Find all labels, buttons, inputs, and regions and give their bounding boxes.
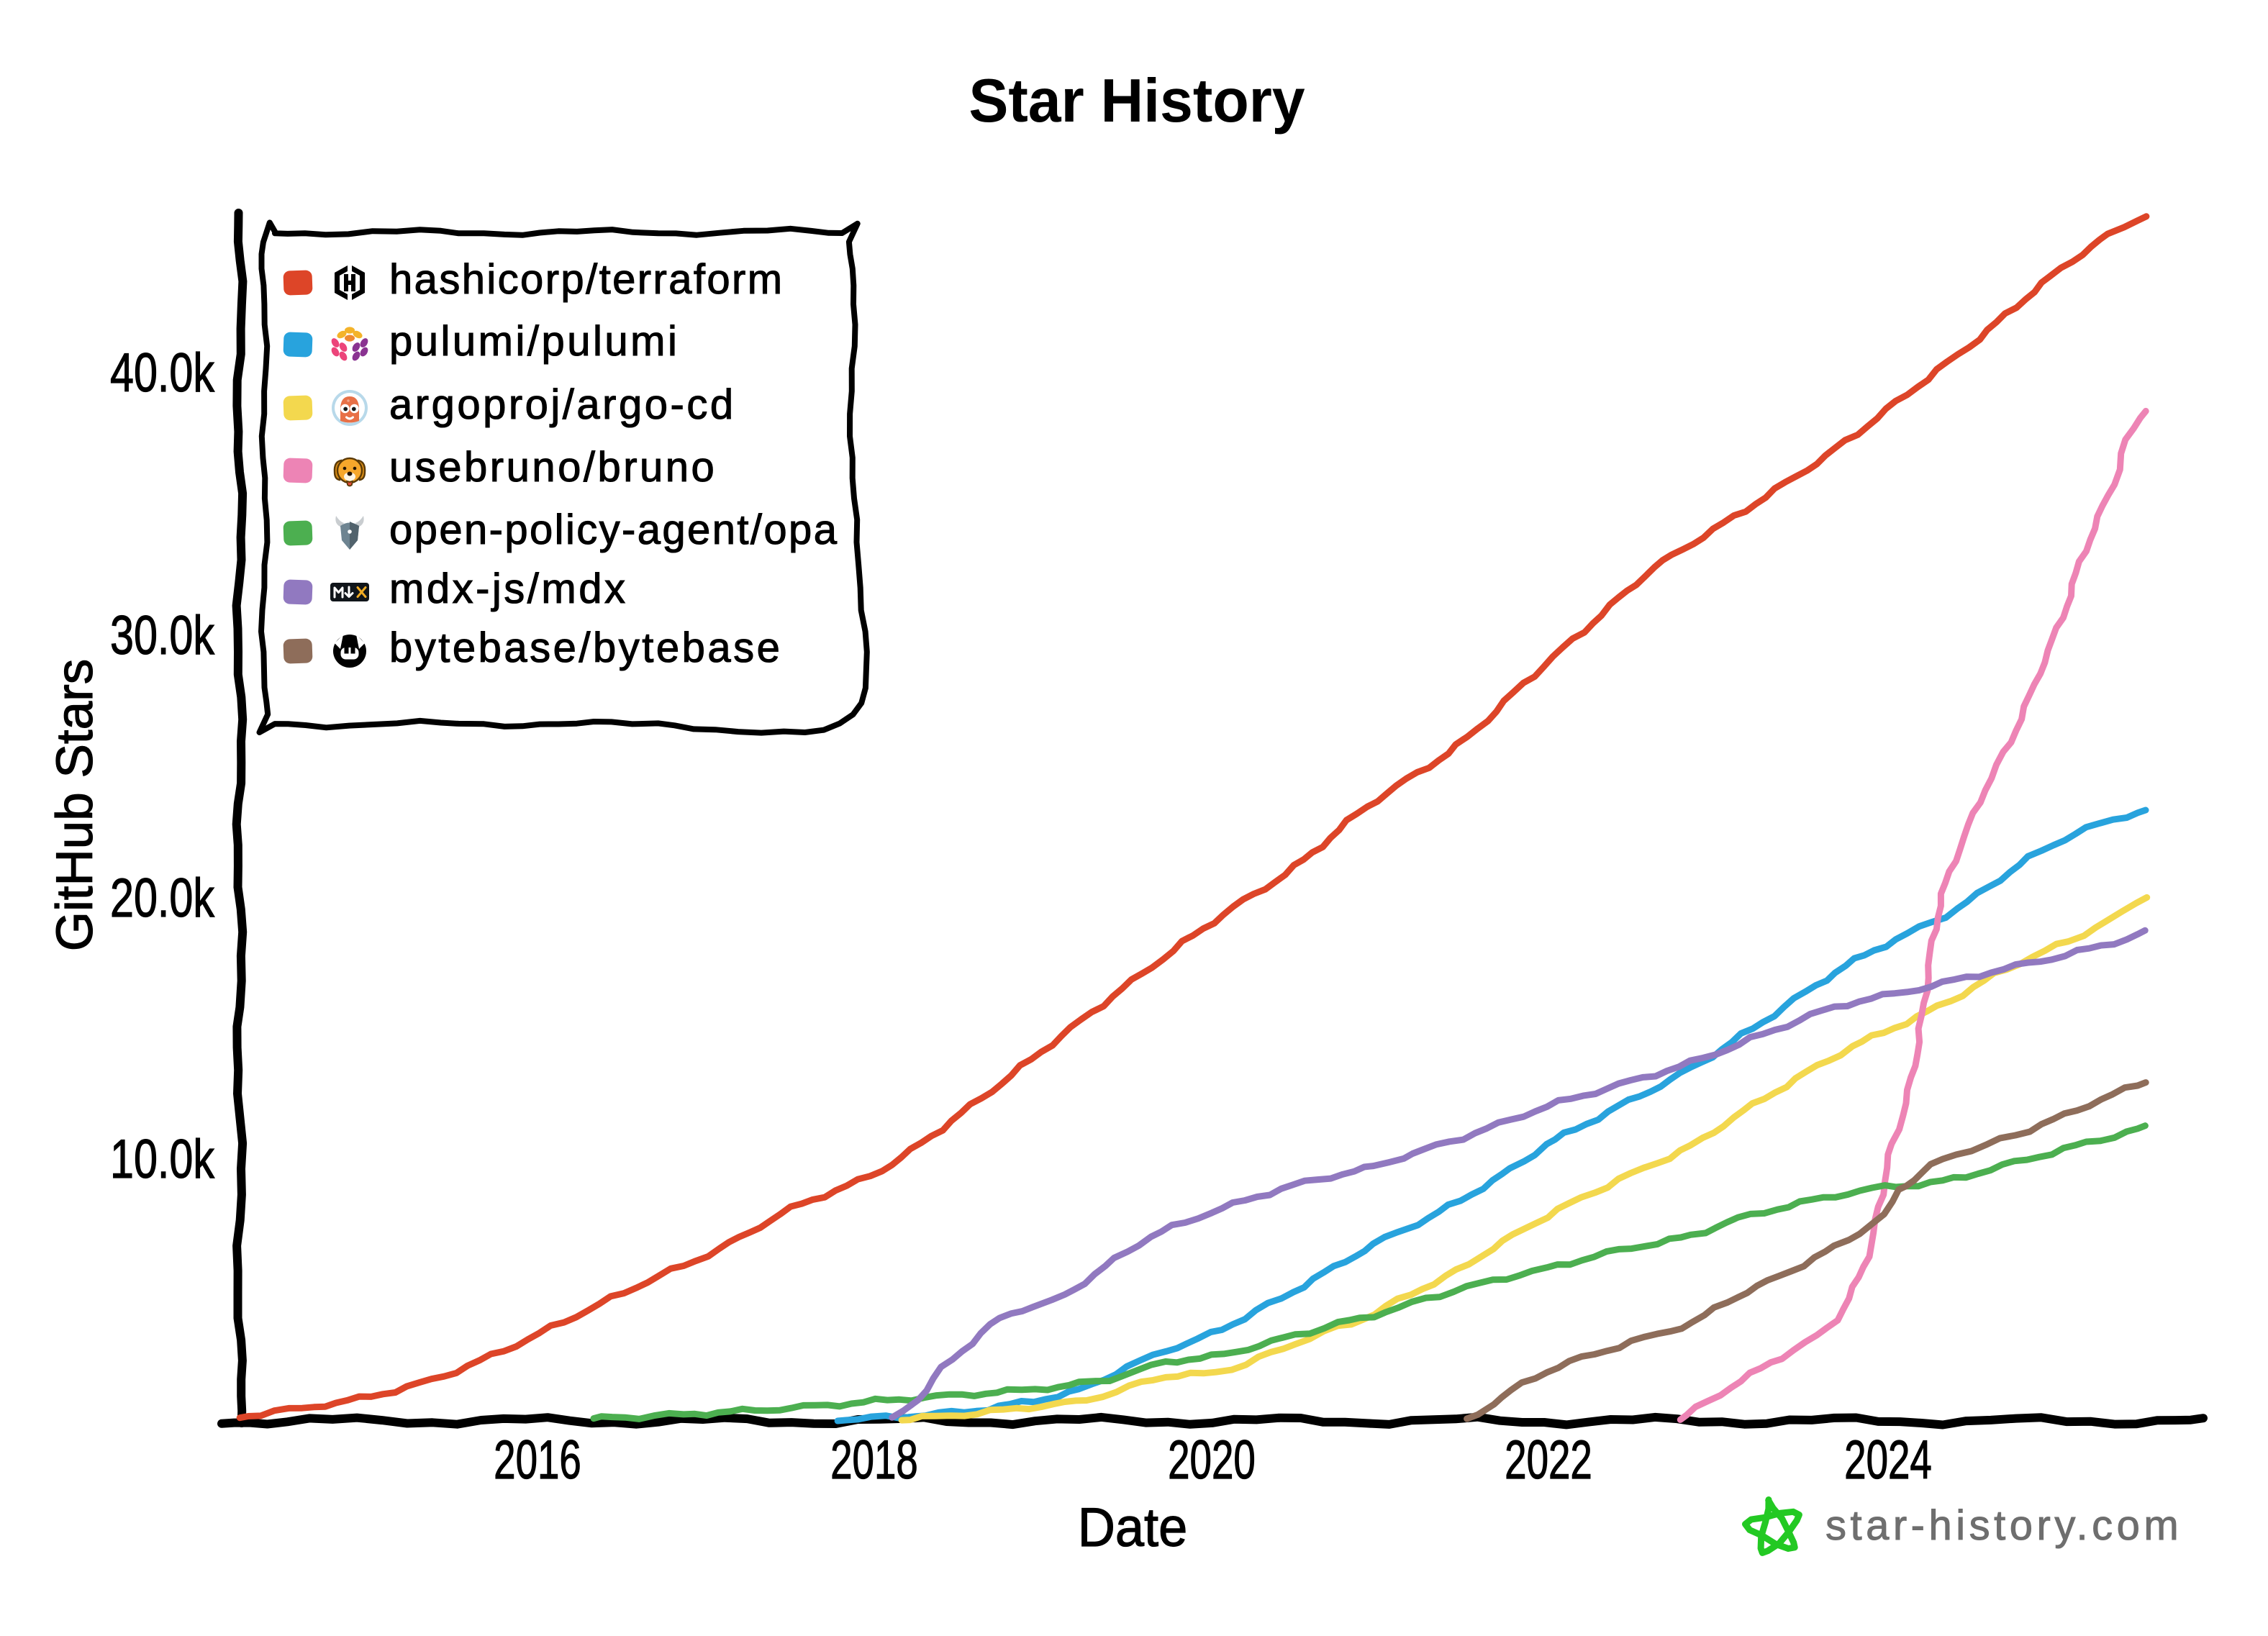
svg-text:star-history.com: star-history.com — [1825, 1502, 2182, 1549]
svg-text:Star History: Star History — [969, 66, 1305, 135]
svg-text:hashicorp/terraform: hashicorp/terraform — [389, 256, 784, 303]
svg-text:2024: 2024 — [1844, 1430, 1932, 1491]
svg-text:usebruno/bruno: usebruno/bruno — [389, 444, 717, 491]
svg-text:2020: 2020 — [1168, 1430, 1256, 1491]
svg-text:bytebase/bytebase: bytebase/bytebase — [389, 624, 782, 671]
svg-text:pulumi/pulumi: pulumi/pulumi — [389, 318, 679, 365]
svg-text:20.0k: 20.0k — [110, 868, 215, 929]
svg-text:2016: 2016 — [494, 1430, 581, 1491]
svg-text:2018: 2018 — [830, 1430, 918, 1491]
svg-text:open-policy-agent/opa: open-policy-agent/opa — [389, 506, 838, 553]
svg-text:argoproj/argo-cd: argoproj/argo-cd — [389, 381, 736, 428]
svg-text:Date: Date — [1078, 1496, 1187, 1558]
svg-text:mdx-js/mdx: mdx-js/mdx — [389, 565, 627, 612]
svg-text:2022: 2022 — [1505, 1430, 1592, 1491]
svg-text:40.0k: 40.0k — [110, 342, 215, 404]
svg-text:GitHub Stars: GitHub Stars — [47, 659, 104, 951]
svg-text:30.0k: 30.0k — [110, 605, 215, 666]
svg-text:10.0k: 10.0k — [110, 1129, 215, 1190]
